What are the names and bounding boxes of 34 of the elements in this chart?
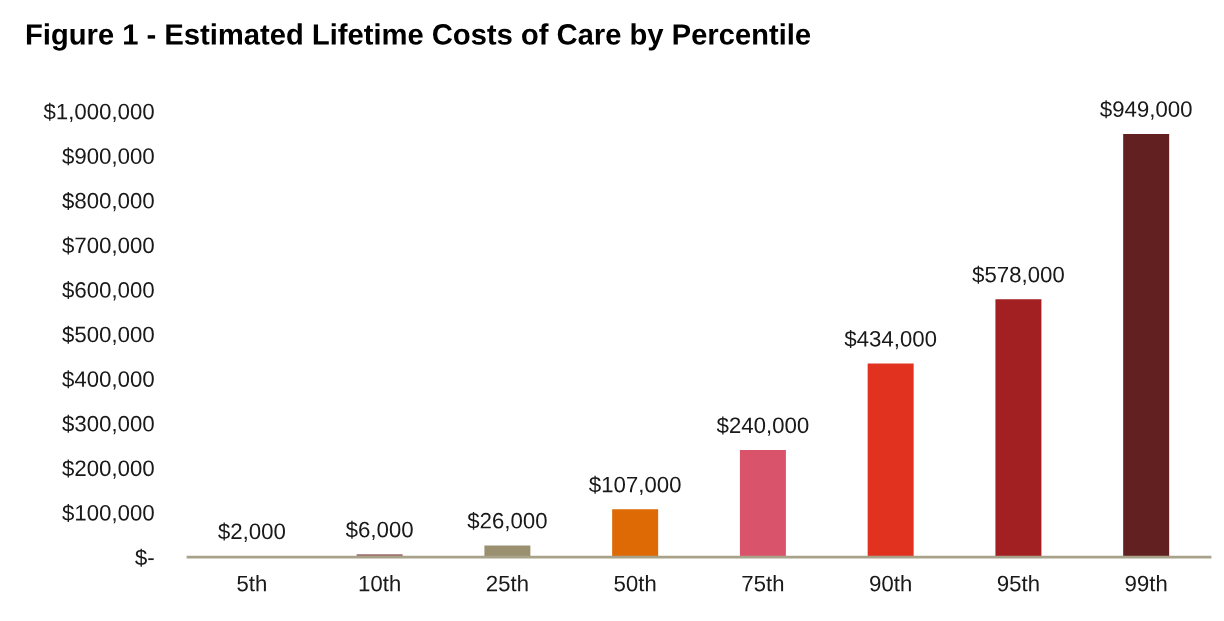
x-tick-label: 5th — [237, 575, 266, 592]
y-tick-label: $100,000 — [62, 504, 154, 524]
y-tick-label: $800,000 — [62, 191, 154, 212]
x-tick-label: 50th — [614, 575, 656, 592]
x-tick-label: 75th — [742, 575, 784, 592]
data-label: $6,000 — [345, 520, 413, 541]
x-tick-label: 10th — [359, 575, 400, 592]
bar — [739, 450, 786, 558]
chart-title: Figure 1 - Estimated Lifetime Costs of Care by Percentile — [26, 23, 811, 51]
data-label: $26,000 — [467, 511, 547, 532]
y-tick-label: $600,000 — [62, 281, 154, 301]
x-tick-label: 25th — [486, 575, 528, 592]
data-label: $949,000 — [1100, 100, 1192, 120]
data-label: $434,000 — [844, 329, 937, 350]
y-tick-label: $700,000 — [62, 236, 154, 256]
data-label: $578,000 — [972, 265, 1064, 286]
data-label: $107,000 — [589, 475, 681, 496]
data-label: $240,000 — [716, 416, 809, 436]
data-label: $2,000 — [218, 522, 285, 542]
x-tick-label: 95th — [997, 575, 1039, 592]
bar — [995, 299, 1042, 558]
y-tick-label: $900,000 — [62, 147, 154, 167]
y-tick-label: $1,000,000 — [43, 102, 154, 123]
y-tick-label: $300,000 — [62, 414, 154, 435]
x-tick-label: 90th — [870, 575, 911, 592]
y-tick-label: $400,000 — [62, 370, 154, 390]
bar — [867, 363, 914, 558]
bar — [1123, 133, 1170, 558]
y-tick-label: $200,000 — [62, 459, 154, 479]
y-tick-label: $500,000 — [62, 325, 154, 345]
bar — [612, 509, 659, 558]
bar — [484, 545, 531, 558]
x-tick-label: 99th — [1125, 575, 1167, 592]
y-tick-label: $- — [135, 548, 154, 567]
